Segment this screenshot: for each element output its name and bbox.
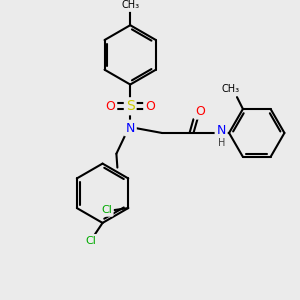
Text: O: O xyxy=(196,105,205,118)
Text: O: O xyxy=(106,100,116,113)
Text: N: N xyxy=(125,122,135,134)
Text: Cl: Cl xyxy=(101,205,112,215)
Text: H: H xyxy=(218,138,226,148)
Text: Cl: Cl xyxy=(85,236,96,246)
Text: CH₃: CH₃ xyxy=(222,84,240,94)
Text: S: S xyxy=(126,99,135,113)
Text: O: O xyxy=(145,100,155,113)
Text: N: N xyxy=(217,124,226,137)
Text: CH₃: CH₃ xyxy=(121,0,139,11)
